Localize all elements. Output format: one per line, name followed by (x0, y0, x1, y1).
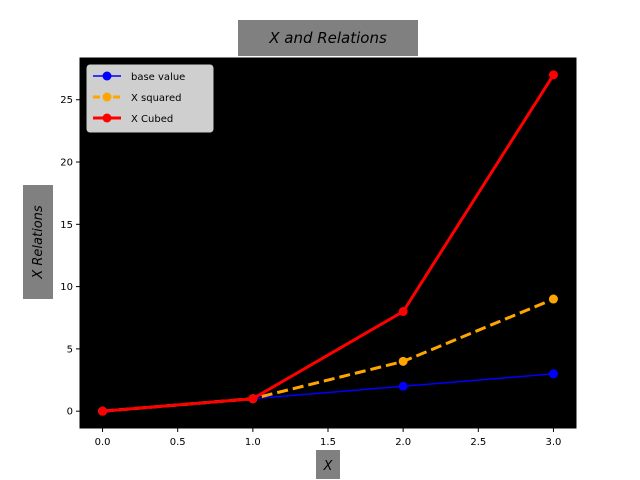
series-line (102, 73, 555, 413)
series-line (102, 297, 555, 413)
data-point (548, 294, 558, 304)
x-axis-label-text: X (323, 459, 334, 474)
x-tick-label: 2.5 (470, 437, 486, 448)
legend-marker (102, 71, 112, 81)
y-axis: 0 5 10 15 20 25 (60, 95, 80, 418)
series-x-cubed (98, 70, 558, 416)
legend-label: base value (131, 72, 185, 83)
x-tick-label: 0.5 (170, 437, 186, 448)
x-tick-label: 1.0 (245, 437, 261, 448)
legend-item: base value (93, 71, 185, 83)
x-axis: 0.0 0.5 1.0 1.5 2.0 2.5 3.0 (95, 428, 562, 448)
legend-label: X Cubed (131, 114, 173, 125)
legend-label: X squared (131, 93, 181, 104)
y-axis-label-box (23, 185, 53, 299)
data-point (398, 307, 408, 317)
data-point (548, 369, 558, 379)
data-point (398, 356, 408, 366)
y-tick-label: 15 (60, 220, 73, 231)
legend-item: X Cubed (93, 113, 173, 125)
data-point (548, 70, 558, 80)
data-point (398, 381, 408, 391)
x-axis-label-box (316, 450, 340, 479)
legend-item: X squared (93, 92, 181, 104)
y-tick-label: 10 (60, 282, 73, 293)
x-tick-label: 1.5 (320, 437, 336, 448)
chart-title-box (238, 20, 418, 56)
y-tick-label: 25 (60, 95, 73, 106)
data-point (248, 394, 258, 404)
x-tick-label: 0.0 (95, 437, 111, 448)
legend-marker (102, 113, 112, 123)
chart-title: X and Relations (238, 20, 418, 56)
legend-marker (102, 92, 112, 102)
y-axis-label: X Relations (23, 185, 53, 299)
x-axis-label: X (316, 450, 340, 479)
legend: base value X squared X Cubed (86, 64, 214, 133)
legend-box (86, 64, 214, 133)
chart-title-text: X and Relations (268, 29, 387, 47)
x-tick-label: 2.0 (395, 437, 411, 448)
data-point (98, 406, 108, 416)
y-tick-label: 5 (67, 344, 73, 355)
x-tick-label: 3.0 (546, 437, 562, 448)
y-tick-label: 0 (67, 407, 73, 418)
y-tick-label: 20 (60, 158, 73, 169)
series-layer (98, 70, 558, 416)
y-axis-label-text: X Relations (31, 205, 46, 280)
